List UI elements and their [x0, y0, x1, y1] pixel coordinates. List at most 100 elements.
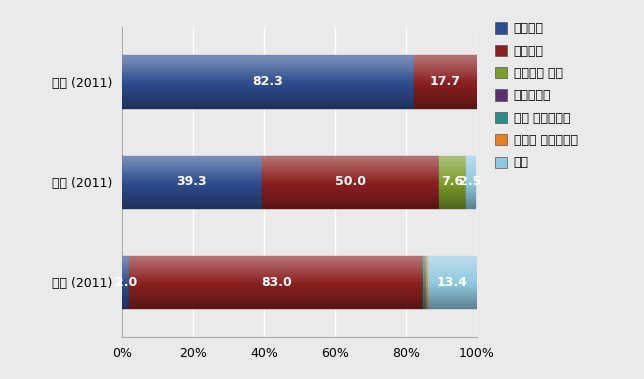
Text: 13.4: 13.4 [437, 276, 468, 289]
Bar [122, 173, 123, 177]
Bar [426, 269, 428, 272]
Bar [122, 271, 129, 274]
Bar [424, 290, 426, 293]
Bar [122, 190, 261, 193]
Bar [476, 83, 477, 87]
Bar [122, 190, 123, 194]
Bar [122, 192, 261, 195]
Bar [424, 292, 426, 295]
Bar [122, 180, 123, 184]
Bar [261, 158, 439, 161]
Bar [122, 182, 261, 185]
Bar [474, 194, 475, 197]
Bar [122, 87, 414, 89]
Bar [129, 305, 423, 308]
Bar [428, 282, 476, 285]
Bar [122, 100, 414, 103]
Bar [426, 285, 428, 287]
Bar [414, 105, 477, 108]
Bar [428, 277, 476, 280]
Bar [414, 84, 477, 87]
Bar [129, 266, 423, 269]
Bar [466, 192, 475, 195]
Bar [428, 292, 476, 295]
Bar [122, 279, 129, 282]
Bar [426, 271, 428, 274]
Bar [426, 292, 428, 295]
Bar [122, 174, 261, 177]
Bar [424, 295, 426, 298]
Bar [122, 94, 123, 97]
Bar [122, 291, 123, 294]
Bar [475, 277, 477, 280]
Bar [424, 271, 426, 274]
Bar [428, 258, 476, 261]
Bar [466, 195, 475, 197]
Bar [439, 182, 466, 185]
Bar [426, 266, 428, 269]
Bar [414, 92, 477, 95]
Bar [122, 58, 414, 61]
Bar [466, 205, 475, 208]
Bar [122, 298, 129, 301]
Bar [414, 81, 477, 84]
Bar [122, 179, 261, 182]
Bar [475, 287, 477, 291]
Bar [424, 303, 426, 305]
Bar [122, 269, 129, 272]
Bar [424, 264, 426, 266]
Bar [428, 279, 476, 282]
Text: 83.0: 83.0 [261, 276, 292, 289]
Bar [414, 58, 477, 61]
Bar [129, 269, 423, 272]
Bar [476, 73, 477, 77]
Bar [129, 261, 423, 264]
Bar [122, 166, 261, 169]
Bar [261, 161, 439, 164]
Bar [426, 274, 428, 277]
Bar [466, 182, 475, 185]
Bar [122, 55, 414, 58]
Bar [122, 102, 414, 105]
Bar [122, 63, 414, 66]
Bar [261, 195, 439, 197]
Bar [439, 156, 466, 158]
Bar [414, 74, 477, 77]
Bar [475, 291, 476, 294]
Bar [476, 80, 477, 83]
Bar [474, 169, 475, 173]
Bar [122, 277, 129, 280]
Bar [439, 202, 466, 205]
Bar [424, 274, 426, 277]
Text: 50.0: 50.0 [335, 175, 366, 188]
Bar [129, 277, 423, 280]
Bar [129, 271, 423, 274]
Bar [122, 89, 414, 92]
Bar [414, 71, 477, 74]
Bar [424, 277, 426, 280]
Bar [122, 87, 123, 90]
Bar [122, 195, 261, 197]
Bar [122, 90, 123, 94]
Bar [439, 184, 466, 187]
Bar [426, 305, 428, 308]
Bar [474, 183, 475, 187]
Bar [424, 287, 426, 290]
Bar [261, 187, 439, 190]
Bar [261, 171, 439, 174]
Bar [122, 177, 261, 179]
Bar [122, 79, 414, 81]
Bar [122, 287, 123, 291]
Bar [428, 264, 476, 266]
Bar [129, 282, 423, 285]
Bar [129, 274, 423, 277]
Bar [476, 76, 477, 80]
Bar [474, 180, 475, 184]
Bar [261, 182, 439, 185]
Bar [261, 156, 439, 158]
Bar [475, 284, 477, 287]
Bar [424, 298, 426, 301]
Bar [122, 294, 123, 298]
Bar [426, 303, 428, 305]
Bar [129, 300, 423, 303]
